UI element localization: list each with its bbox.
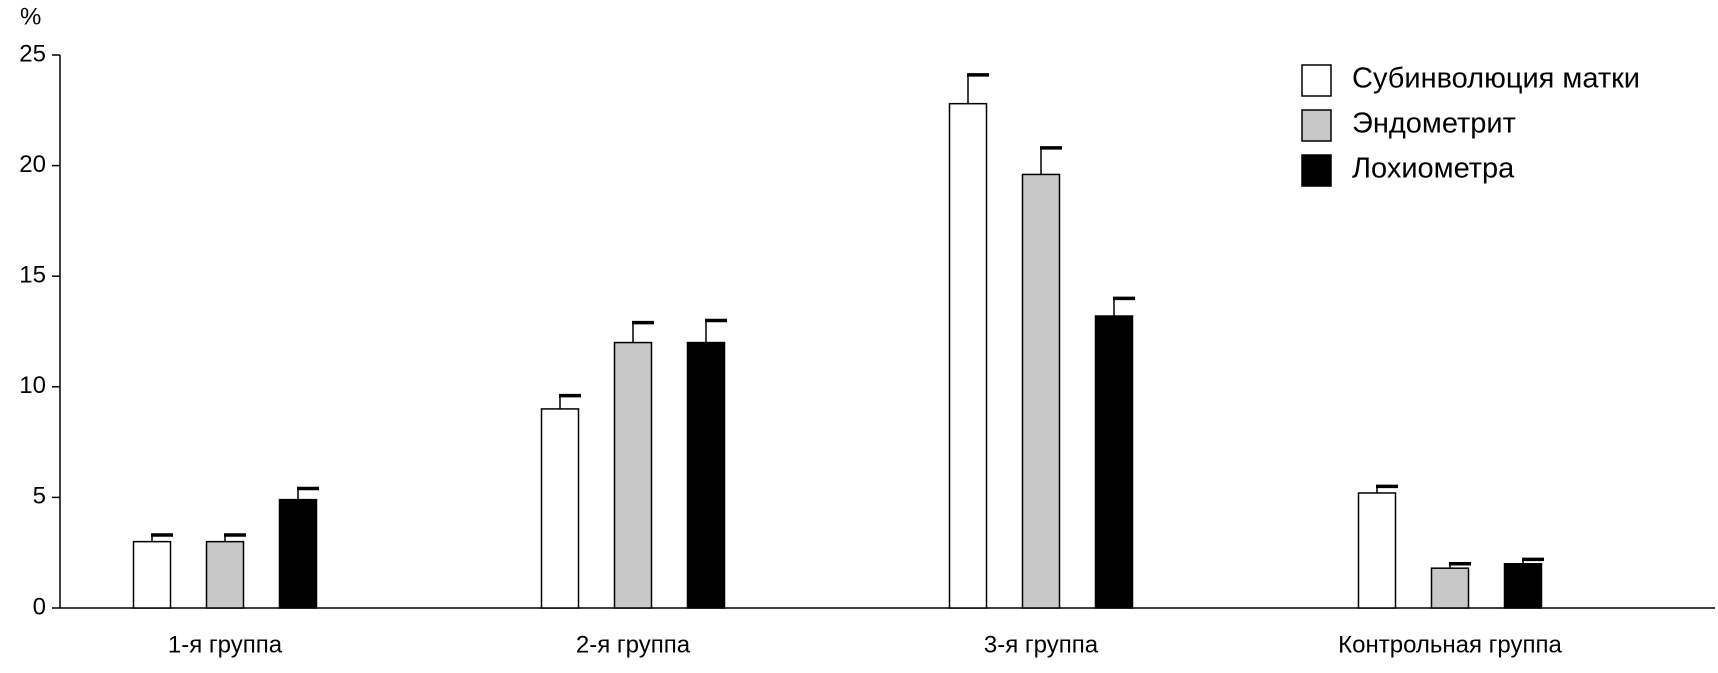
error-bar [967, 73, 989, 104]
x-tick-label: 1-я группа [168, 631, 283, 658]
legend-swatch [1301, 109, 1332, 142]
error-bar [297, 486, 319, 500]
x-tick-label: Контрольная группа [1338, 631, 1562, 658]
error-bar [1449, 562, 1471, 569]
bar [132, 540, 172, 609]
bar [686, 341, 726, 609]
y-tick-label: 0 [33, 593, 46, 620]
bar [1021, 173, 1061, 609]
bar [1357, 492, 1397, 609]
error-bar [559, 393, 581, 409]
legend-label: Эндометрит [1352, 108, 1516, 140]
y-tick-label: 15 [19, 262, 46, 289]
x-tick-label: 2-я группа [576, 631, 691, 658]
error-bar [1522, 557, 1544, 564]
error-bar [705, 318, 727, 343]
legend-swatch [1301, 154, 1332, 187]
legend-label: Лохиометра [1352, 153, 1515, 185]
bar [613, 341, 653, 609]
error-bar [1376, 484, 1398, 493]
y-tick-label: 10 [19, 372, 46, 399]
error-bar [632, 320, 654, 343]
bar [1430, 567, 1470, 609]
bar [278, 498, 318, 609]
y-tick-label: 20 [19, 151, 46, 178]
legend-swatch [1301, 64, 1332, 97]
legend-label: Субинволюция матки [1352, 63, 1640, 95]
y-tick-label: 5 [33, 483, 46, 510]
bar [205, 540, 245, 609]
bar [540, 408, 580, 609]
y-tick-label: 25 [19, 40, 46, 67]
error-bar [1113, 296, 1135, 317]
y-axis-label: % [20, 3, 41, 30]
error-bar [1040, 146, 1062, 175]
error-bar [151, 533, 173, 542]
error-bar [224, 533, 246, 542]
x-tick-label: 3-я группа [984, 631, 1099, 658]
bar [948, 102, 988, 609]
bar [1094, 315, 1134, 609]
bar [1503, 563, 1543, 609]
